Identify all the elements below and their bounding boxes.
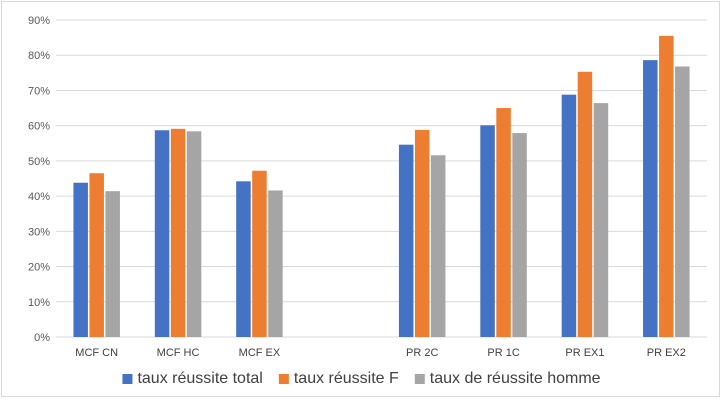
bar <box>593 103 609 337</box>
x-category-label: PR EX1 <box>565 347 604 359</box>
bar <box>414 129 430 337</box>
bar <box>496 108 511 337</box>
bar <box>561 94 577 337</box>
y-tick-label: 10% <box>28 297 50 309</box>
bar <box>398 144 414 337</box>
y-tick-label: 20% <box>28 262 50 274</box>
y-tick-label: 30% <box>28 226 50 238</box>
legend-entry: taux de réussite homme <box>414 370 601 387</box>
bar <box>480 125 495 337</box>
y-tick-label: 40% <box>28 191 50 203</box>
legend-entry: taux réussite F <box>278 370 399 387</box>
bar <box>268 190 283 337</box>
bars <box>73 35 690 338</box>
legend-swatch <box>122 374 133 384</box>
y-axis-ticks: 0% 10% 20% 30% 40% 50% 60% 70% 80% 90% <box>28 15 50 344</box>
gridlines <box>56 19 707 338</box>
legend-label: taux réussite total <box>137 370 262 387</box>
legend: taux réussite total taux réussite F taux d… <box>122 370 601 387</box>
bar <box>170 128 186 337</box>
bar <box>643 60 658 338</box>
bar <box>154 130 170 337</box>
bar <box>236 181 251 337</box>
bar <box>675 66 690 337</box>
y-tick-label: 0% <box>34 332 50 344</box>
legend-entry: taux réussite total <box>122 370 263 387</box>
x-category-label: MCF CN <box>75 347 118 359</box>
bar <box>186 131 202 337</box>
x-category-label: PR EX2 <box>647 347 686 359</box>
y-tick-label: 60% <box>28 121 50 133</box>
legend-label: taux réussite F <box>294 370 399 387</box>
bar <box>73 182 88 337</box>
y-tick-label: 80% <box>28 50 50 62</box>
x-axis-categories: MCF CN MCF HC MCF EX PR 2C PR 1C PR EX1 PR EX2 <box>75 347 686 359</box>
y-tick-label: 50% <box>28 156 50 168</box>
legend-swatch <box>278 374 289 384</box>
bar <box>105 191 120 337</box>
x-category-label: MCF HC <box>157 347 200 359</box>
bar <box>252 170 267 337</box>
x-category-label: PR 1C <box>487 347 519 359</box>
bar <box>512 133 527 337</box>
bar <box>659 35 674 337</box>
bar <box>89 173 104 337</box>
x-category-label: PR 2C <box>406 347 438 359</box>
legend-label: taux de réussite homme <box>430 370 601 387</box>
y-tick-label: 90% <box>28 15 50 27</box>
legend-swatch <box>414 374 425 384</box>
y-tick-label: 70% <box>28 85 50 97</box>
bar <box>577 71 593 337</box>
bar <box>430 155 446 337</box>
x-category-label: MCF EX <box>239 347 281 359</box>
